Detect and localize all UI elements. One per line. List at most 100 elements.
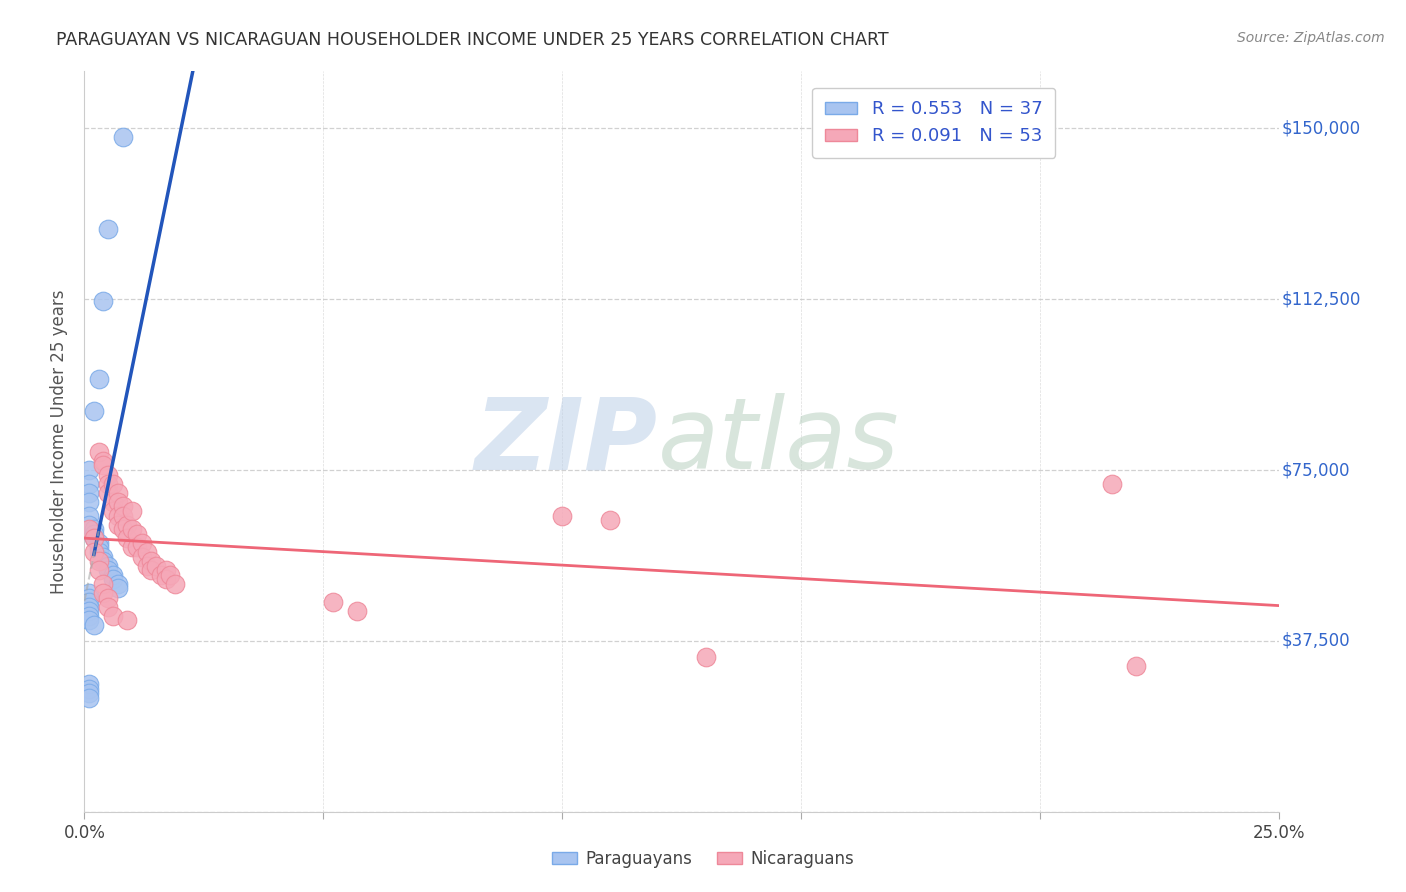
- Point: [145, 558, 167, 573]
- Point: [77, 686, 100, 700]
- Point: [87, 372, 110, 386]
- Point: [695, 649, 717, 664]
- Point: [87, 444, 110, 458]
- Point: [117, 517, 139, 532]
- Point: [77, 608, 100, 623]
- Point: [107, 508, 129, 523]
- Text: $37,500: $37,500: [1282, 632, 1351, 650]
- Point: [101, 573, 124, 587]
- Point: [83, 532, 105, 546]
- Point: [131, 536, 153, 550]
- Point: [121, 504, 143, 518]
- Point: [97, 558, 120, 573]
- Text: $75,000: $75,000: [1282, 461, 1350, 479]
- Point: [77, 690, 100, 705]
- Point: [77, 599, 100, 614]
- Point: [97, 591, 120, 605]
- Point: [125, 526, 148, 541]
- Point: [77, 586, 100, 600]
- Point: [97, 467, 120, 482]
- Point: [77, 604, 100, 618]
- Point: [77, 677, 100, 691]
- Point: [97, 599, 120, 614]
- Point: [107, 582, 129, 596]
- Point: [77, 508, 100, 523]
- Point: [77, 681, 100, 696]
- Point: [87, 563, 110, 577]
- Point: [551, 508, 574, 523]
- Point: [77, 495, 100, 509]
- Point: [77, 463, 100, 477]
- Point: [83, 404, 105, 418]
- Point: [83, 532, 105, 546]
- Legend: R = 0.553   N = 37, R = 0.091   N = 53: R = 0.553 N = 37, R = 0.091 N = 53: [813, 87, 1056, 158]
- Point: [107, 577, 129, 591]
- Point: [141, 554, 163, 568]
- Point: [149, 567, 172, 582]
- Text: Source: ZipAtlas.com: Source: ZipAtlas.com: [1237, 31, 1385, 45]
- Text: atlas: atlas: [658, 393, 900, 490]
- Legend: Paraguayans, Nicaraguans: Paraguayans, Nicaraguans: [546, 844, 860, 875]
- Point: [93, 577, 115, 591]
- Point: [93, 586, 115, 600]
- Point: [131, 549, 153, 564]
- Point: [83, 526, 105, 541]
- Point: [97, 563, 120, 577]
- Point: [97, 485, 120, 500]
- Text: PARAGUAYAN VS NICARAGUAN HOUSEHOLDER INCOME UNDER 25 YEARS CORRELATION CHART: PARAGUAYAN VS NICARAGUAN HOUSEHOLDER INC…: [56, 31, 889, 49]
- Point: [322, 595, 344, 609]
- Point: [93, 458, 115, 473]
- Point: [87, 545, 110, 559]
- Point: [97, 221, 120, 235]
- Point: [121, 541, 143, 555]
- Point: [155, 573, 177, 587]
- Point: [165, 577, 187, 591]
- Point: [1125, 659, 1147, 673]
- Point: [77, 485, 100, 500]
- Point: [83, 522, 105, 536]
- Point: [101, 504, 124, 518]
- Point: [107, 517, 129, 532]
- Point: [155, 563, 177, 577]
- Point: [135, 558, 157, 573]
- Point: [125, 541, 148, 555]
- Point: [77, 595, 100, 609]
- Point: [93, 294, 115, 309]
- Point: [97, 476, 120, 491]
- Point: [1101, 476, 1123, 491]
- Y-axis label: Householder Income Under 25 years: Householder Income Under 25 years: [51, 289, 69, 594]
- Point: [101, 608, 124, 623]
- Point: [111, 500, 134, 514]
- Point: [159, 567, 181, 582]
- Point: [599, 513, 621, 527]
- Point: [135, 545, 157, 559]
- Text: $150,000: $150,000: [1282, 120, 1361, 137]
- Point: [77, 517, 100, 532]
- Point: [93, 549, 115, 564]
- Point: [117, 532, 139, 546]
- Point: [93, 454, 115, 468]
- Point: [83, 545, 105, 559]
- Point: [107, 485, 129, 500]
- Point: [77, 613, 100, 627]
- Text: $112,500: $112,500: [1282, 290, 1361, 308]
- Text: ZIP: ZIP: [475, 393, 658, 490]
- Point: [107, 495, 129, 509]
- Point: [121, 522, 143, 536]
- Point: [101, 495, 124, 509]
- Point: [93, 554, 115, 568]
- Point: [87, 536, 110, 550]
- Point: [77, 522, 100, 536]
- Point: [346, 604, 368, 618]
- Point: [83, 618, 105, 632]
- Point: [87, 541, 110, 555]
- Point: [77, 476, 100, 491]
- Point: [117, 613, 139, 627]
- Point: [101, 567, 124, 582]
- Point: [111, 522, 134, 536]
- Point: [101, 476, 124, 491]
- Point: [141, 563, 163, 577]
- Point: [111, 508, 134, 523]
- Point: [77, 591, 100, 605]
- Point: [87, 554, 110, 568]
